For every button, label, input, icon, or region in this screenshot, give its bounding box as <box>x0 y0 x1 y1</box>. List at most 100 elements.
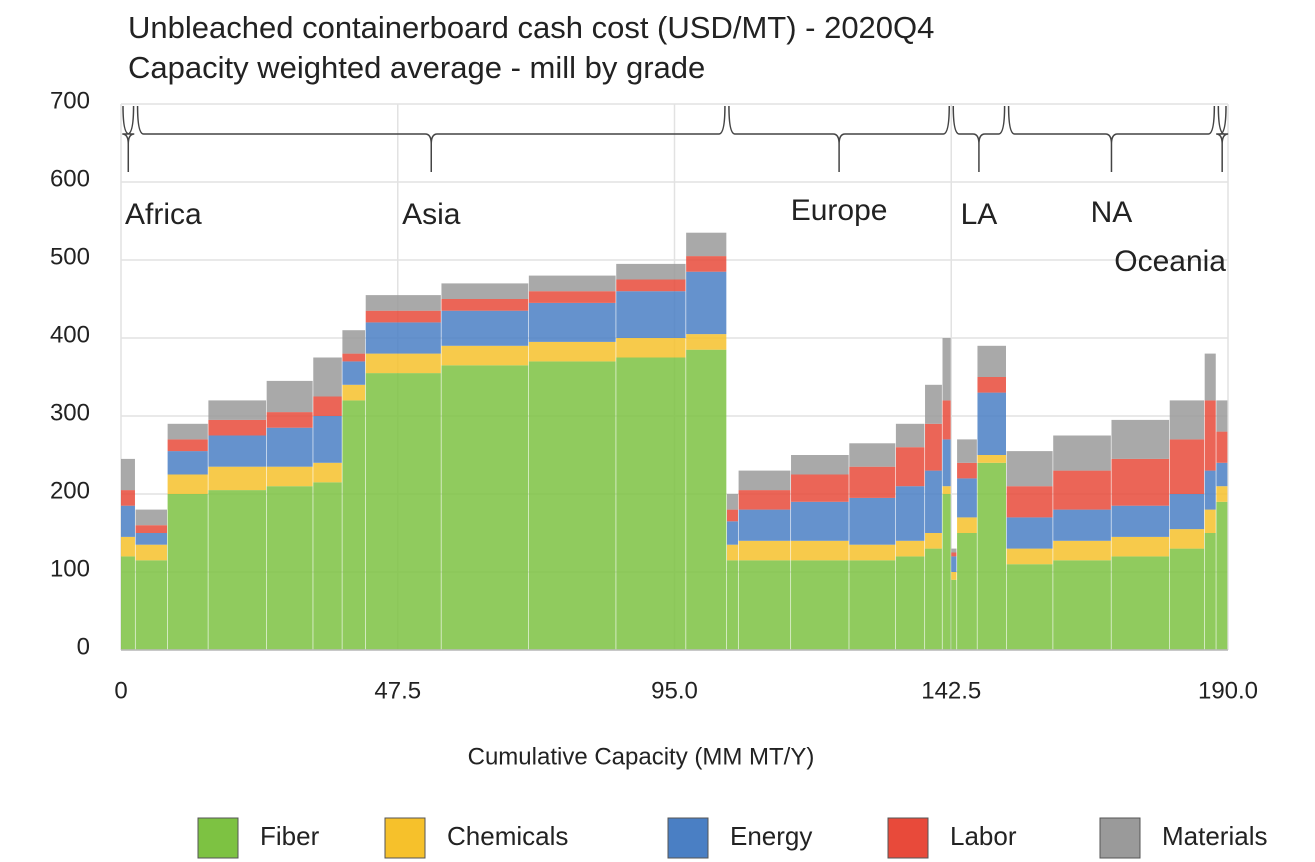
bar-segment <box>313 357 342 397</box>
bar-segment <box>925 548 942 650</box>
bar-segment <box>135 533 168 545</box>
bar-segment <box>1111 556 1170 650</box>
legend-label: Energy <box>730 821 812 851</box>
bar-segment <box>266 466 313 487</box>
bar-segment <box>1204 509 1216 533</box>
bar-segment <box>1169 400 1205 440</box>
bar-segment <box>365 353 441 374</box>
bar-segment <box>441 283 529 299</box>
bar-segment <box>616 263 686 280</box>
y-tick-label: 300 <box>50 399 90 426</box>
bar-segment <box>1053 540 1111 561</box>
region-label: LA <box>961 198 998 231</box>
bar-segment <box>167 494 208 650</box>
bar-segment <box>726 544 738 561</box>
bar-segment <box>977 392 1006 455</box>
bar-segment <box>1204 353 1216 401</box>
bar-segment <box>365 310 441 323</box>
bar-segment <box>895 540 925 557</box>
legend-label: Labor <box>950 821 1017 851</box>
bar-segment <box>167 423 208 440</box>
bar-segment <box>791 540 849 561</box>
bar-segment <box>208 490 267 650</box>
bar-segment <box>528 341 616 362</box>
bar-segment <box>1006 486 1053 518</box>
bar-segment <box>342 384 366 401</box>
x-axis-label: Cumulative Capacity (MM MT/Y) <box>468 743 815 770</box>
bar-segment <box>1006 517 1053 549</box>
bar-segment <box>738 540 791 561</box>
y-tick-label: 100 <box>50 555 90 582</box>
bar-segment <box>1216 462 1228 487</box>
bar-segment <box>342 361 366 385</box>
bar-segment <box>977 377 1006 393</box>
region-label: Europe <box>791 194 888 227</box>
bar-segment <box>528 291 616 303</box>
bar-segment <box>1111 419 1170 459</box>
bar-segment <box>266 427 313 467</box>
bar-segment <box>441 299 529 311</box>
bar-segment <box>977 345 1006 377</box>
bar-segment <box>849 497 896 545</box>
legend-label: Fiber <box>260 821 320 851</box>
bar-segment <box>895 556 925 650</box>
bar-segment <box>365 373 441 650</box>
bar-segment <box>1204 470 1216 510</box>
bar-segment <box>977 462 1006 650</box>
bar-segment <box>616 357 686 650</box>
bar-segment <box>738 470 791 491</box>
bar-segment <box>686 256 727 272</box>
bar-segment <box>957 462 977 479</box>
bar-segment <box>925 533 942 549</box>
y-tick-label: 0 <box>77 633 90 660</box>
bar-segment <box>616 291 686 338</box>
bar-segment <box>342 330 366 354</box>
bar-segment <box>895 447 925 487</box>
legend-label: Chemicals <box>447 821 568 851</box>
x-tick-label: 142.5 <box>921 677 981 704</box>
bar-segment <box>849 560 896 650</box>
bar-segment <box>942 486 951 494</box>
bar-segment <box>1111 505 1170 537</box>
bar-segment <box>951 572 957 580</box>
bar-segment <box>1053 470 1111 510</box>
bar-segment <box>616 338 686 358</box>
region-bracket <box>728 105 950 172</box>
bar-segment <box>135 525 168 533</box>
bar-segment <box>738 490 791 510</box>
bar-segment <box>266 486 313 650</box>
bar-segment <box>1216 400 1228 432</box>
bar-segment <box>135 544 168 561</box>
bar-segment <box>313 462 342 483</box>
x-tick-label: 47.5 <box>374 677 421 704</box>
x-tick-label: 190.0 <box>1198 677 1258 704</box>
chart-subtitle: Capacity weighted average - mill by grad… <box>128 50 705 85</box>
bar-segment <box>957 517 977 533</box>
bar-segment <box>977 455 1006 463</box>
bar-segment <box>313 482 342 650</box>
bar-segment <box>1216 431 1228 463</box>
bar-segment <box>528 275 616 292</box>
bar-segment <box>1169 529 1205 549</box>
bar-segment <box>791 455 849 475</box>
bar-segment <box>313 416 342 463</box>
x-tick-label: 95.0 <box>651 677 698 704</box>
bar-segment <box>791 474 849 502</box>
bar-segment <box>121 505 135 537</box>
bar-segment <box>121 458 135 491</box>
region-bracket <box>952 105 1006 172</box>
bar-segment <box>686 232 727 257</box>
bar-segment <box>791 560 849 650</box>
bar-segment <box>167 439 208 452</box>
bar-segment <box>925 384 942 424</box>
bar-segment <box>167 474 208 494</box>
bar-segment <box>528 302 616 342</box>
legend-swatch <box>1099 817 1141 859</box>
bar-segment <box>365 322 441 354</box>
bar-segment <box>1169 494 1205 530</box>
bar-segment <box>738 560 791 650</box>
bar-segment <box>942 439 951 487</box>
bar-segment <box>135 509 168 526</box>
bar-segment <box>686 334 727 350</box>
region-label: NA <box>1091 196 1133 229</box>
